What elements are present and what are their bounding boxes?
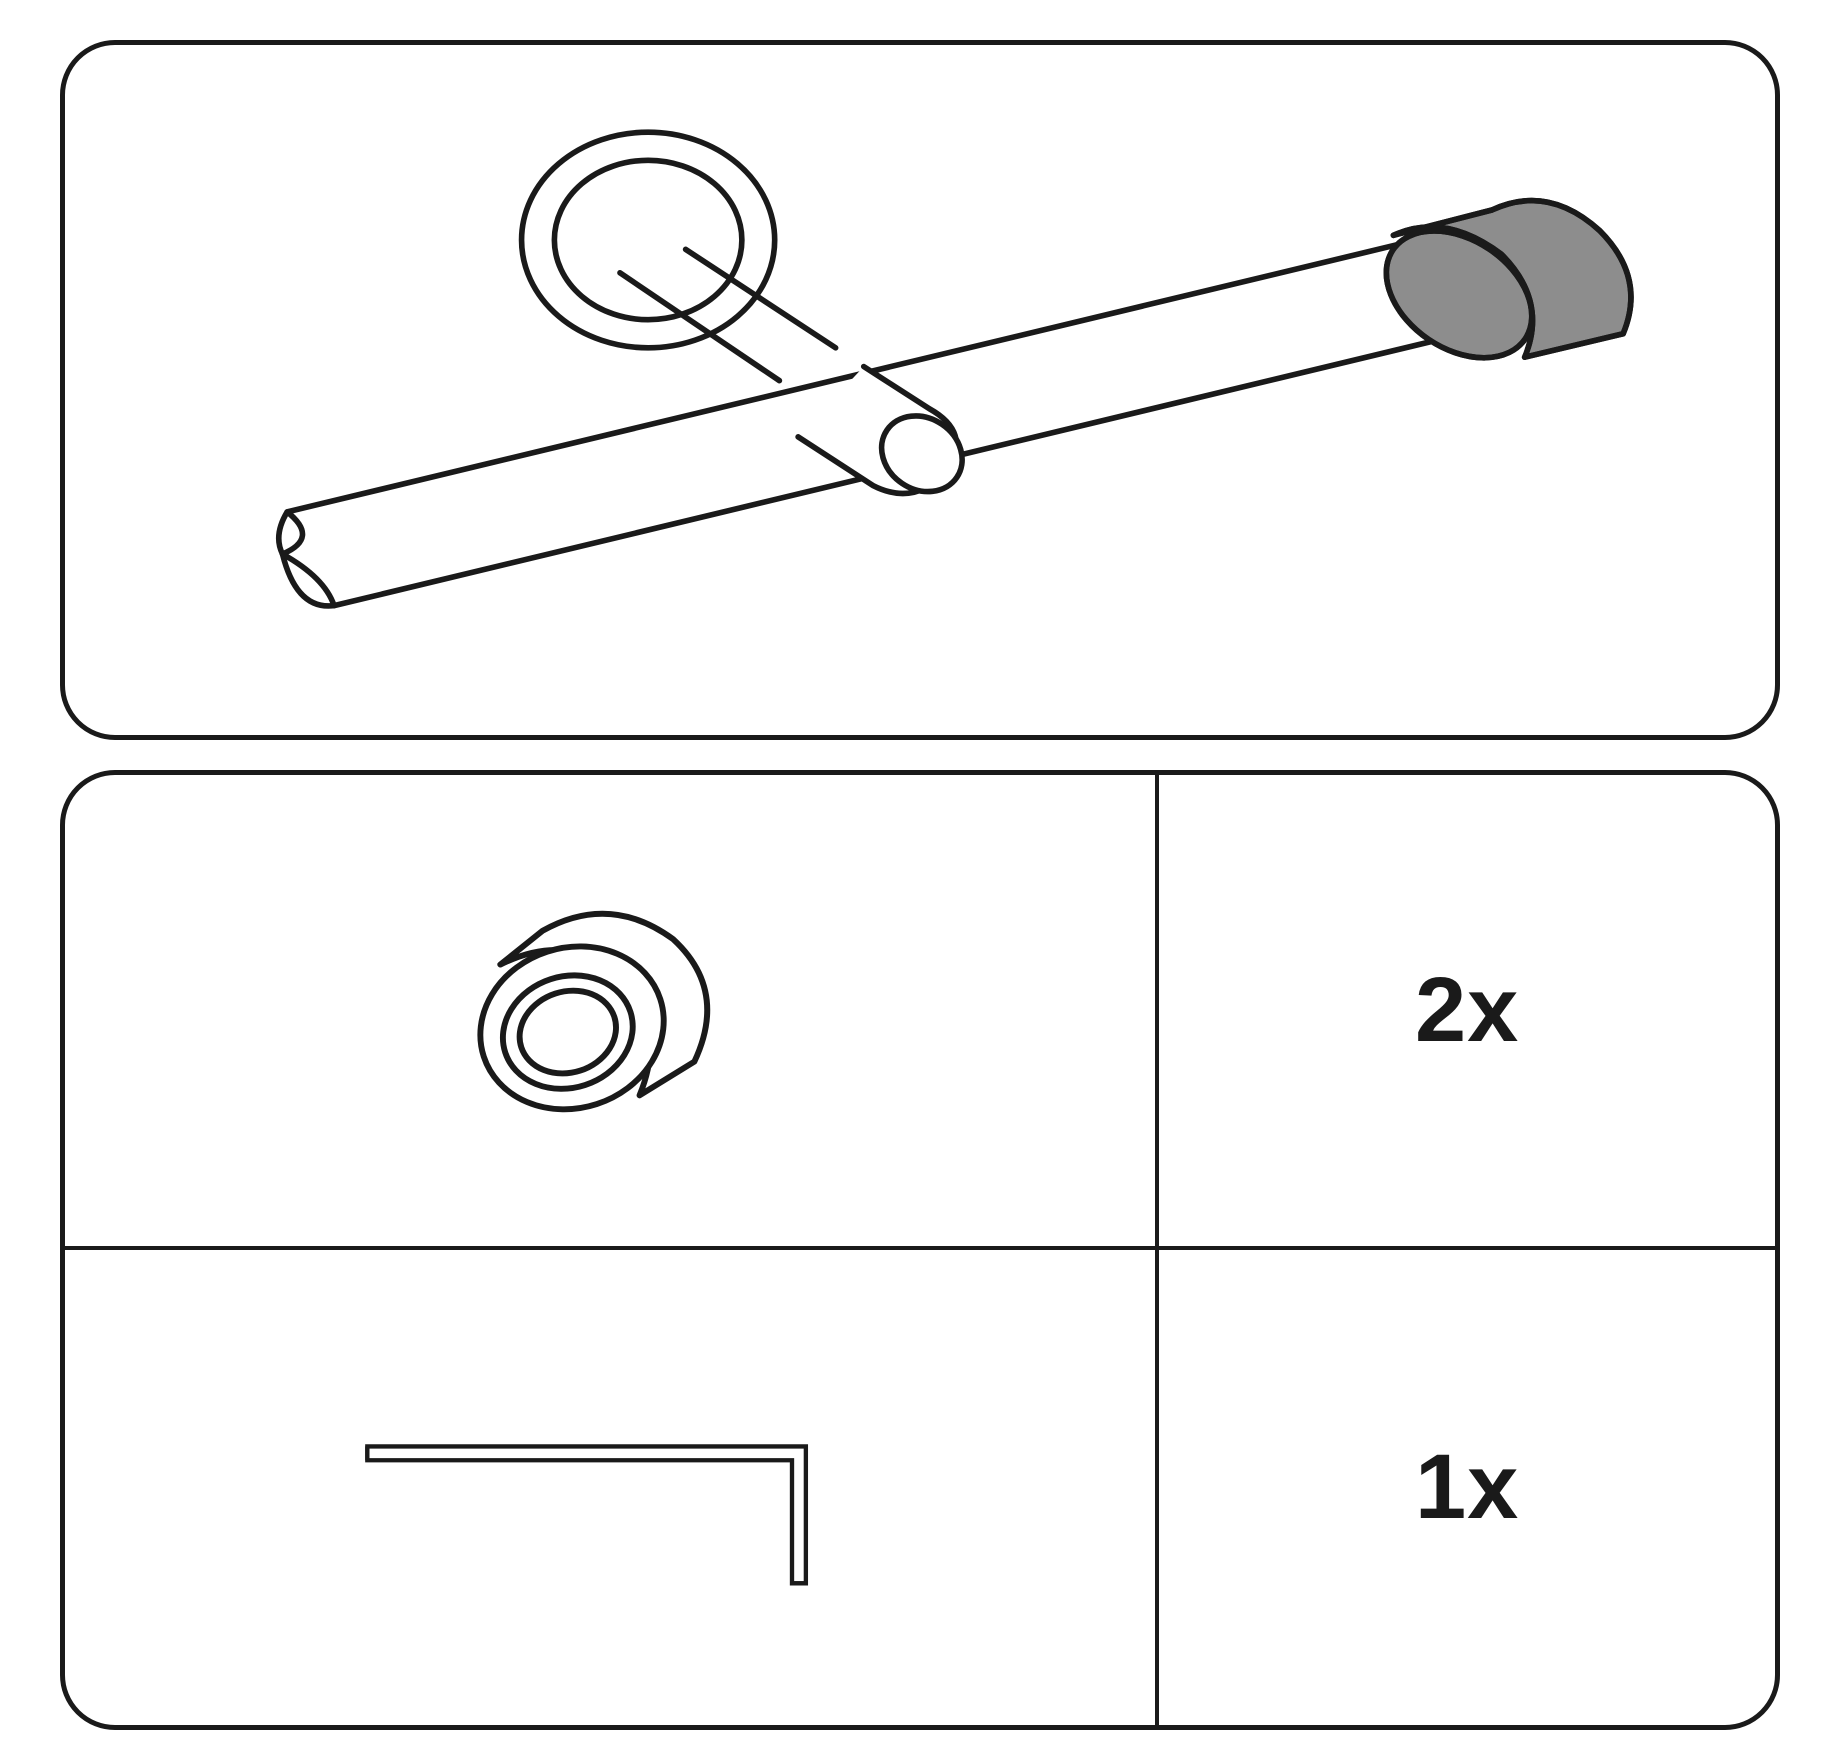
parts-panel: 2x 1x bbox=[60, 770, 1780, 1730]
hex-key-icon bbox=[290, 1358, 930, 1618]
qty-cell-end-cap: 2x bbox=[1159, 775, 1775, 1250]
qty-label-hex-key: 1x bbox=[1415, 1435, 1519, 1540]
part-cell-end-cap bbox=[65, 775, 1159, 1250]
hero-drawing bbox=[120, 90, 1720, 690]
qty-label-end-cap: 2x bbox=[1415, 958, 1519, 1063]
part-cell-hex-key bbox=[65, 1250, 1159, 1725]
parts-grid: 2x 1x bbox=[65, 775, 1775, 1725]
hero-panel bbox=[60, 40, 1780, 740]
instruction-sheet: 2x 1x bbox=[0, 0, 1840, 1760]
end-cap-icon bbox=[440, 876, 780, 1146]
qty-cell-hex-key: 1x bbox=[1159, 1250, 1775, 1725]
